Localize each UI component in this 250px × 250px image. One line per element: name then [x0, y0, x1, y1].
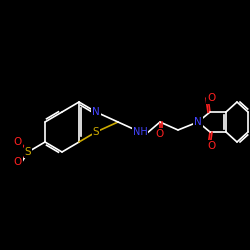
Text: S: S	[25, 147, 31, 157]
Text: S: S	[93, 127, 99, 137]
Text: O: O	[207, 93, 215, 103]
Text: N: N	[194, 117, 202, 127]
Text: O: O	[14, 137, 22, 147]
Text: N: N	[92, 107, 100, 117]
Text: NH: NH	[132, 127, 148, 137]
Text: O: O	[156, 129, 164, 139]
Text: O: O	[14, 157, 22, 167]
Text: O: O	[207, 141, 215, 151]
